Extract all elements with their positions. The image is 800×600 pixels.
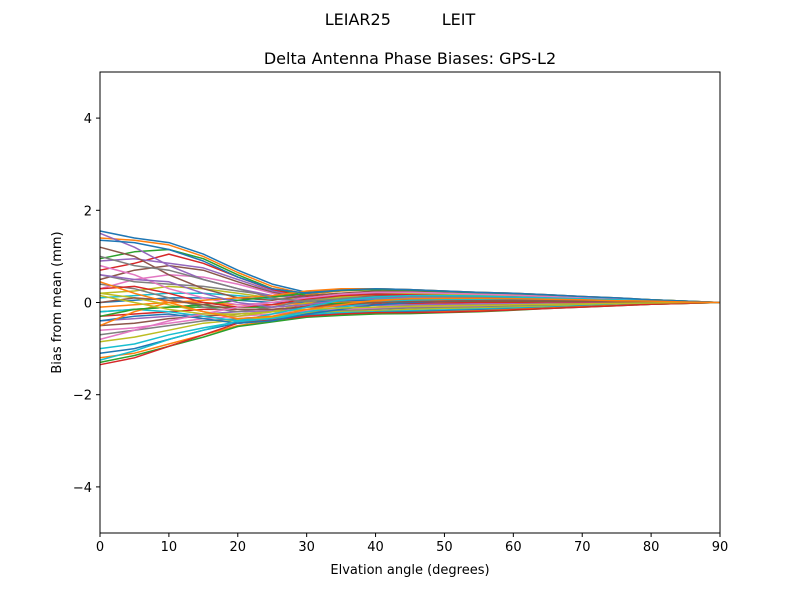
x-tick-label: 30 <box>298 540 315 555</box>
chart-suptitle: LEIAR25 LEIT <box>325 10 476 29</box>
series-line-36 <box>99 297 721 311</box>
y-tick-label: −4 <box>73 481 92 496</box>
x-tick-label: 60 <box>505 540 522 555</box>
x-tick-label: 20 <box>230 540 247 555</box>
x-tick-label: 40 <box>367 540 384 555</box>
x-tick-label: 10 <box>161 540 178 555</box>
y-tick-label: −2 <box>73 389 92 404</box>
x-tick-label: 90 <box>712 540 729 555</box>
series-lines <box>99 230 721 366</box>
series-line-39 <box>99 294 720 315</box>
x-tick-label: 50 <box>436 540 453 555</box>
x-axis-label: Elvation angle (degrees) <box>330 563 489 578</box>
series-line-42 <box>99 281 721 320</box>
series-line-41 <box>99 239 721 304</box>
y-tick-label: 2 <box>84 204 92 219</box>
axis-ticks: 0 10 20 30 40 50 60 70 80 90 −4 −2 0 2 4 <box>73 112 728 555</box>
y-tick-label: 0 <box>84 297 92 312</box>
y-tick-label: 4 <box>84 112 92 127</box>
x-tick-label: 80 <box>643 540 660 555</box>
y-axis-label: Bias from mean (mm) <box>50 231 65 373</box>
x-tick-label: 70 <box>574 540 591 555</box>
x-tick-label: 0 <box>96 540 104 555</box>
chart-title: Delta Antenna Phase Biases: GPS-L2 <box>264 49 556 68</box>
series-line-24 <box>99 301 721 366</box>
series-line-40 <box>99 294 721 361</box>
